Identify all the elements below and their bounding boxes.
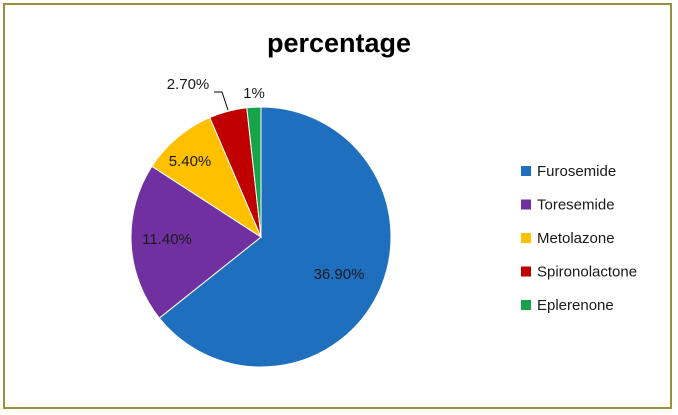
legend-label-toresemide: Toresemide — [537, 197, 615, 214]
pie-slice-metolazone — [151, 116, 263, 239]
legend-label-metolazone: Metolazone — [537, 230, 615, 247]
legend-label-spironolactone: Spironolactone — [537, 264, 637, 281]
data-label-eplerenone: 1% — [243, 85, 265, 102]
pie-slice-furosemide — [158, 106, 392, 368]
legend-swatch-eplerenone — [521, 300, 531, 310]
data-label-spironolactone: 2.70% — [167, 76, 210, 93]
legend-label-eplerenone: Eplerenone — [537, 297, 614, 314]
data-labels: 36.90% 11.40% 5.40% 2.70% 1% — [142, 76, 364, 283]
legend-label-furosemide: Furosemide — [537, 163, 616, 180]
legend: Furosemide Toresemide Metolazone Spironolac… — [521, 163, 637, 314]
data-label-metolazone: 5.40% — [169, 153, 212, 170]
legend-swatch-spironolactone — [521, 266, 531, 277]
legend-swatch-metolazone — [521, 233, 531, 243]
pie-slice-eplerenone — [246, 106, 262, 238]
data-label-toresemide: 11.40% — [142, 231, 192, 248]
pie-slices — [130, 106, 392, 368]
chart-title: percentage — [267, 28, 411, 58]
data-label-furosemide: 36.90% — [314, 266, 365, 283]
pie-slice-toresemide — [130, 165, 262, 319]
legend-swatch-furosemide — [521, 166, 531, 176]
legend-swatch-toresemide — [521, 199, 531, 210]
leader-line — [214, 91, 229, 111]
